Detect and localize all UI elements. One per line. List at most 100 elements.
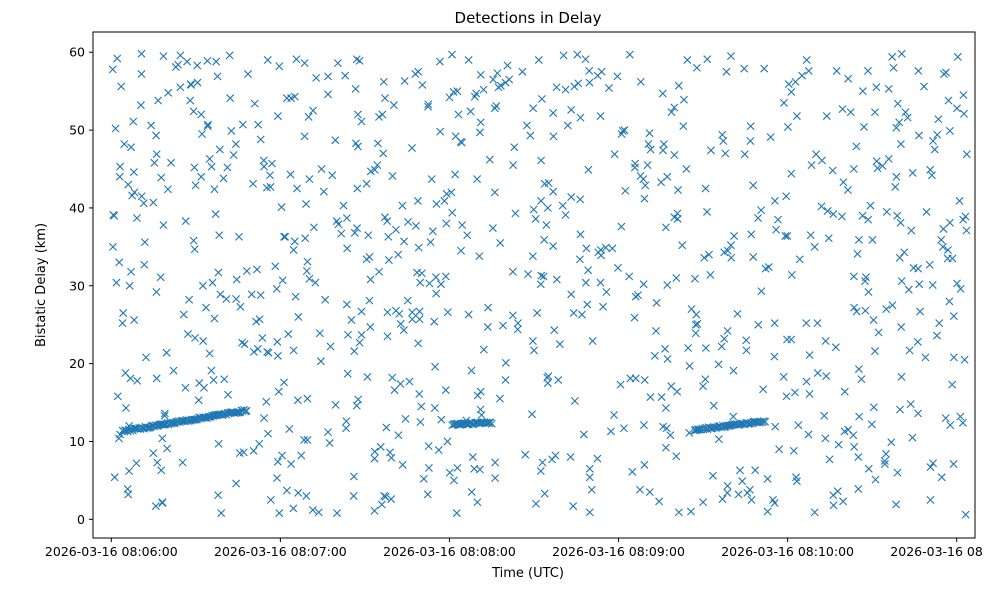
data-point-x-marker bbox=[267, 159, 276, 168]
data-point-x-marker bbox=[693, 319, 702, 328]
data-point-x-marker bbox=[757, 206, 766, 215]
data-point-x-marker bbox=[350, 347, 359, 356]
data-point-x-marker bbox=[443, 308, 452, 317]
data-point-x-marker bbox=[661, 223, 670, 232]
data-point-x-marker bbox=[273, 337, 282, 346]
data-point-x-marker bbox=[111, 124, 120, 133]
data-point-x-marker bbox=[585, 66, 594, 75]
data-point-x-marker bbox=[576, 113, 585, 122]
data-point-x-marker bbox=[657, 178, 666, 187]
data-point-x-marker bbox=[914, 131, 923, 140]
data-point-x-marker bbox=[128, 191, 137, 200]
data-point-x-marker bbox=[807, 161, 816, 170]
data-point-x-marker bbox=[470, 464, 479, 473]
data-point-x-marker bbox=[309, 223, 318, 232]
data-point-x-marker bbox=[378, 110, 387, 119]
data-point-x-marker bbox=[250, 99, 259, 108]
data-point-x-marker bbox=[740, 150, 749, 159]
data-point-x-marker bbox=[691, 329, 700, 338]
data-point-x-marker bbox=[570, 397, 579, 405]
data-point-x-marker bbox=[383, 332, 392, 341]
data-point-x-marker bbox=[125, 281, 134, 290]
data-point-x-marker bbox=[193, 78, 202, 87]
data-point-x-marker bbox=[760, 64, 769, 73]
data-point-x-marker bbox=[550, 326, 559, 335]
data-point-x-marker bbox=[907, 226, 916, 235]
data-point-x-marker bbox=[926, 495, 935, 504]
data-point-x-marker bbox=[222, 295, 231, 304]
data-point-x-marker bbox=[229, 151, 238, 159]
data-point-x-marker bbox=[448, 50, 456, 59]
data-point-x-marker bbox=[194, 396, 203, 405]
data-point-x-marker bbox=[113, 392, 122, 401]
data-point-x-marker bbox=[197, 172, 206, 181]
data-point-x-marker bbox=[112, 278, 121, 287]
data-point-x-marker bbox=[463, 231, 472, 240]
data-point-x-marker bbox=[723, 246, 732, 255]
data-point-x-marker bbox=[464, 56, 473, 65]
data-point-x-marker bbox=[132, 459, 141, 468]
data-point-x-marker bbox=[897, 372, 906, 381]
data-point-x-marker bbox=[227, 126, 236, 135]
data-point-x-marker bbox=[726, 241, 735, 250]
data-point-x-marker bbox=[747, 495, 756, 504]
data-point-x-marker bbox=[198, 281, 207, 290]
data-point-x-marker bbox=[805, 351, 814, 360]
data-point-x-marker bbox=[370, 506, 379, 515]
data-point-x-marker bbox=[949, 460, 958, 469]
data-point-x-marker bbox=[726, 52, 735, 61]
data-point-x-marker bbox=[574, 79, 583, 88]
data-point-x-marker bbox=[867, 420, 876, 429]
x-tick-label: 2026-03-16 08:09:00 bbox=[552, 544, 685, 559]
data-point-x-marker bbox=[866, 201, 875, 210]
data-point-x-marker bbox=[720, 334, 729, 343]
data-point-x-marker bbox=[920, 82, 928, 91]
data-point-x-marker bbox=[278, 451, 287, 460]
data-point-x-marker bbox=[373, 161, 382, 170]
data-point-x-marker bbox=[585, 78, 594, 87]
data-point-x-marker bbox=[349, 491, 358, 500]
data-point-x-marker bbox=[537, 94, 546, 103]
data-point-x-marker bbox=[152, 288, 161, 296]
data-point-x-marker bbox=[746, 122, 755, 131]
data-point-x-marker bbox=[357, 330, 366, 339]
data-point-x-marker bbox=[940, 70, 948, 79]
data-point-x-marker bbox=[353, 110, 362, 119]
data-point-x-marker bbox=[232, 295, 241, 304]
data-point-x-marker bbox=[829, 501, 838, 510]
data-point-x-marker bbox=[908, 433, 917, 442]
data-point-x-marker bbox=[700, 253, 709, 262]
data-point-x-marker bbox=[783, 231, 792, 240]
data-point-x-marker bbox=[536, 467, 545, 476]
data-point-x-marker bbox=[802, 319, 811, 328]
data-point-x-marker bbox=[424, 102, 433, 111]
data-point-x-marker bbox=[426, 238, 435, 247]
data-point-x-marker bbox=[817, 202, 826, 211]
data-point-x-marker bbox=[424, 463, 433, 472]
data-point-x-marker bbox=[581, 55, 590, 64]
data-point-x-marker bbox=[159, 52, 168, 61]
data-point-x-marker bbox=[503, 61, 512, 70]
data-point-x-marker bbox=[152, 131, 161, 140]
data-point-x-marker bbox=[518, 67, 527, 76]
data-point-x-marker bbox=[901, 108, 910, 117]
data-point-x-marker bbox=[904, 285, 913, 294]
data-point-x-marker bbox=[887, 438, 896, 447]
data-point-x-marker bbox=[537, 156, 546, 165]
data-point-x-marker bbox=[303, 394, 312, 403]
data-point-x-marker bbox=[854, 365, 863, 374]
data-point-x-marker bbox=[832, 66, 841, 75]
data-point-x-marker bbox=[511, 209, 520, 218]
data-point-x-marker bbox=[960, 109, 968, 118]
data-point-x-marker bbox=[476, 118, 485, 127]
data-point-x-marker bbox=[418, 80, 427, 89]
data-point-x-marker bbox=[404, 217, 413, 226]
data-point-x-marker bbox=[264, 348, 273, 357]
data-point-x-marker bbox=[215, 231, 224, 240]
data-point-x-marker bbox=[674, 508, 683, 517]
data-point-x-marker bbox=[449, 87, 458, 96]
data-point-x-marker bbox=[342, 417, 351, 426]
data-point-x-marker bbox=[355, 56, 364, 65]
data-point-x-marker bbox=[882, 305, 891, 314]
data-point-x-marker bbox=[160, 409, 169, 418]
